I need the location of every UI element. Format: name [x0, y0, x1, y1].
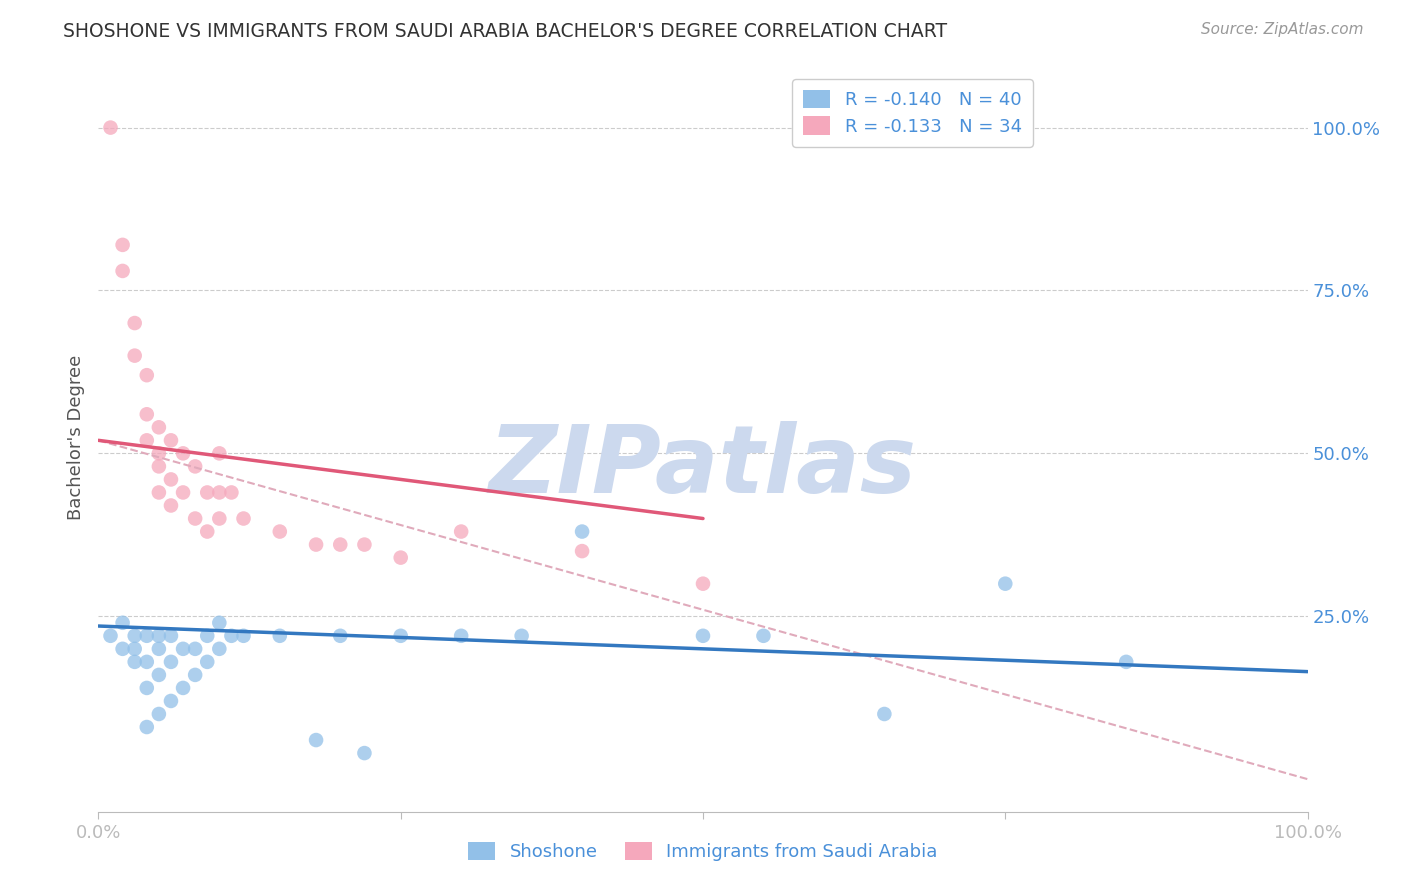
- Shoshone: [208, 615, 231, 630]
- Immigrants from Saudi Arabia: [148, 446, 170, 460]
- Shoshone: [221, 629, 243, 643]
- Immigrants from Saudi Arabia: [389, 550, 412, 565]
- Immigrants from Saudi Arabia: [160, 472, 183, 486]
- Legend: Shoshone, Immigrants from Saudi Arabia: Shoshone, Immigrants from Saudi Arabia: [460, 833, 946, 870]
- Immigrants from Saudi Arabia: [124, 349, 146, 363]
- Shoshone: [873, 706, 896, 721]
- Shoshone: [160, 655, 183, 669]
- Shoshone: [329, 629, 352, 643]
- Immigrants from Saudi Arabia: [160, 434, 183, 448]
- Immigrants from Saudi Arabia: [135, 407, 157, 421]
- Immigrants from Saudi Arabia: [172, 446, 194, 460]
- Shoshone: [1115, 655, 1137, 669]
- Immigrants from Saudi Arabia: [124, 316, 146, 330]
- Shoshone: [148, 668, 170, 682]
- Shoshone: [148, 641, 170, 656]
- Immigrants from Saudi Arabia: [232, 511, 254, 525]
- Shoshone: [353, 746, 375, 760]
- Immigrants from Saudi Arabia: [208, 511, 231, 525]
- Shoshone: [124, 629, 146, 643]
- Immigrants from Saudi Arabia: [269, 524, 291, 539]
- Shoshone: [184, 668, 207, 682]
- Shoshone: [389, 629, 412, 643]
- Shoshone: [692, 629, 714, 643]
- Shoshone: [305, 733, 328, 747]
- Y-axis label: Bachelor's Degree: Bachelor's Degree: [66, 354, 84, 520]
- Text: ZIPatlas: ZIPatlas: [489, 421, 917, 513]
- Immigrants from Saudi Arabia: [353, 538, 375, 552]
- Immigrants from Saudi Arabia: [111, 238, 134, 252]
- Shoshone: [100, 629, 122, 643]
- Shoshone: [135, 681, 157, 695]
- Shoshone: [184, 641, 207, 656]
- Shoshone: [135, 720, 157, 734]
- Shoshone: [135, 655, 157, 669]
- Shoshone: [752, 629, 775, 643]
- Immigrants from Saudi Arabia: [450, 524, 472, 539]
- Immigrants from Saudi Arabia: [305, 538, 328, 552]
- Shoshone: [124, 655, 146, 669]
- Immigrants from Saudi Arabia: [195, 485, 218, 500]
- Immigrants from Saudi Arabia: [148, 485, 170, 500]
- Shoshone: [172, 681, 194, 695]
- Immigrants from Saudi Arabia: [184, 459, 207, 474]
- Immigrants from Saudi Arabia: [208, 446, 231, 460]
- Immigrants from Saudi Arabia: [208, 485, 231, 500]
- Shoshone: [160, 694, 183, 708]
- Shoshone: [111, 641, 134, 656]
- Shoshone: [135, 629, 157, 643]
- Shoshone: [160, 629, 183, 643]
- Immigrants from Saudi Arabia: [148, 459, 170, 474]
- Immigrants from Saudi Arabia: [571, 544, 593, 558]
- Text: SHOSHONE VS IMMIGRANTS FROM SAUDI ARABIA BACHELOR'S DEGREE CORRELATION CHART: SHOSHONE VS IMMIGRANTS FROM SAUDI ARABIA…: [63, 22, 948, 41]
- Immigrants from Saudi Arabia: [148, 420, 170, 434]
- Shoshone: [195, 655, 218, 669]
- Immigrants from Saudi Arabia: [195, 524, 218, 539]
- Shoshone: [994, 576, 1017, 591]
- Shoshone: [195, 629, 218, 643]
- Immigrants from Saudi Arabia: [184, 511, 207, 525]
- Shoshone: [148, 629, 170, 643]
- Immigrants from Saudi Arabia: [172, 485, 194, 500]
- Shoshone: [232, 629, 254, 643]
- Shoshone: [124, 641, 146, 656]
- Immigrants from Saudi Arabia: [100, 120, 122, 135]
- Shoshone: [208, 641, 231, 656]
- Immigrants from Saudi Arabia: [692, 576, 714, 591]
- Immigrants from Saudi Arabia: [135, 434, 157, 448]
- Shoshone: [269, 629, 291, 643]
- Shoshone: [172, 641, 194, 656]
- Shoshone: [571, 524, 593, 539]
- Immigrants from Saudi Arabia: [111, 264, 134, 278]
- Shoshone: [510, 629, 533, 643]
- Immigrants from Saudi Arabia: [221, 485, 243, 500]
- Text: Source: ZipAtlas.com: Source: ZipAtlas.com: [1201, 22, 1364, 37]
- Immigrants from Saudi Arabia: [329, 538, 352, 552]
- Shoshone: [450, 629, 472, 643]
- Shoshone: [148, 706, 170, 721]
- Immigrants from Saudi Arabia: [160, 499, 183, 513]
- Shoshone: [111, 615, 134, 630]
- Immigrants from Saudi Arabia: [135, 368, 157, 383]
